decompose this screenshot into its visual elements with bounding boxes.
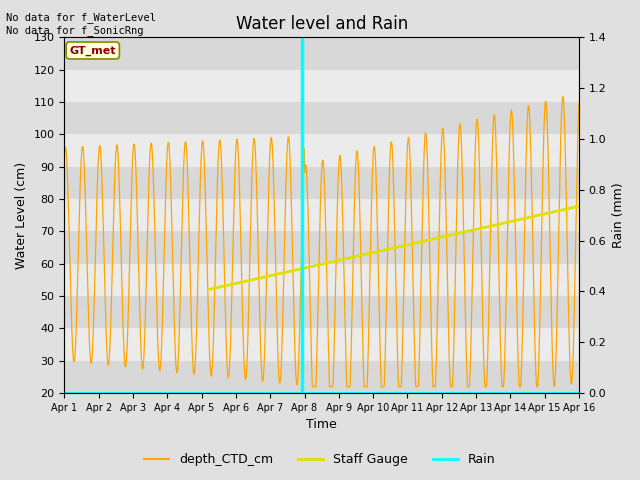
Bar	[65, 231, 579, 264]
Legend: depth_CTD_cm, Staff Gauge, Rain: depth_CTD_cm, Staff Gauge, Rain	[140, 448, 500, 471]
Bar	[65, 167, 579, 199]
Bar	[65, 264, 579, 296]
Bar	[65, 328, 579, 361]
Title: Water level and Rain: Water level and Rain	[236, 15, 408, 33]
X-axis label: Time: Time	[307, 419, 337, 432]
Y-axis label: Rain (mm): Rain (mm)	[612, 182, 625, 248]
Bar	[65, 296, 579, 328]
Y-axis label: Water Level (cm): Water Level (cm)	[15, 162, 28, 269]
Text: GT_met: GT_met	[70, 45, 116, 56]
Bar	[65, 361, 579, 393]
Bar	[65, 37, 579, 70]
Bar	[65, 70, 579, 102]
Bar	[65, 102, 579, 134]
Text: No data for f_SonicRng: No data for f_SonicRng	[6, 25, 144, 36]
Bar	[65, 134, 579, 167]
Text: No data for f_WaterLevel: No data for f_WaterLevel	[6, 12, 156, 23]
Bar	[65, 199, 579, 231]
